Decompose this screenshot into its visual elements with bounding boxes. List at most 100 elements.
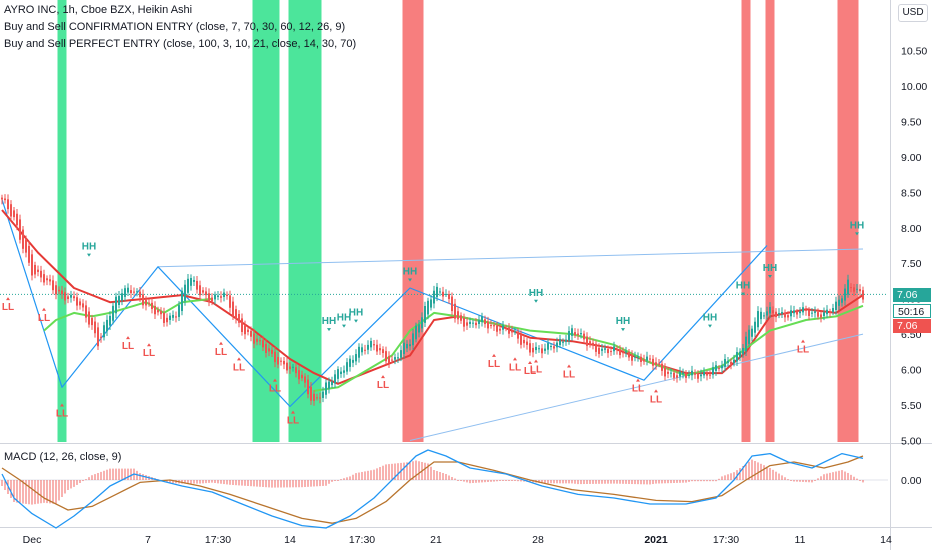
currency-button[interactable]: USD — [898, 4, 928, 22]
macd-histogram-bar — [463, 480, 465, 482]
macd-histogram-bar — [229, 480, 231, 485]
candle — [574, 328, 576, 339]
macd-histogram-bar — [295, 480, 297, 488]
candle — [106, 315, 108, 336]
candle — [445, 289, 447, 298]
candle — [505, 324, 507, 332]
sell-zone — [765, 0, 775, 442]
candle — [601, 343, 603, 356]
hh-marker: HH — [322, 316, 336, 332]
macd-histogram-bar — [142, 474, 144, 480]
candle — [19, 214, 21, 244]
candle — [370, 337, 372, 351]
candle — [667, 366, 669, 379]
macd-histogram-bar — [220, 480, 222, 484]
candle — [835, 296, 837, 315]
candle — [478, 315, 480, 329]
macd-histogram-bar — [409, 462, 411, 480]
candle — [841, 295, 843, 307]
svg-text:HH: HH — [337, 313, 351, 324]
candle — [292, 363, 294, 372]
svg-text:HH: HH — [82, 242, 96, 253]
macd-histogram-bar — [253, 480, 255, 487]
time-tick-label: 21 — [430, 534, 442, 546]
svg-text:HH: HH — [349, 308, 363, 319]
macd-histogram-bar — [757, 462, 759, 480]
macd-histogram-bar — [64, 480, 66, 494]
candle — [295, 362, 297, 378]
candle — [796, 308, 798, 319]
candle — [304, 373, 306, 388]
price-tick-label: 7.50 — [901, 258, 922, 270]
candle — [331, 376, 333, 389]
candle — [682, 368, 684, 379]
macd-histogram-bar — [139, 473, 141, 480]
candle — [256, 334, 258, 346]
candle — [241, 313, 243, 336]
candle — [319, 392, 321, 404]
macd-histogram-bar — [628, 480, 630, 484]
candle — [523, 335, 525, 348]
svg-text:HH: HH — [763, 263, 777, 274]
macd-histogram-bar — [247, 480, 249, 486]
candle — [430, 294, 432, 311]
candle — [7, 194, 9, 214]
macd-histogram-bar — [550, 480, 552, 484]
macd-histogram-bar — [460, 480, 462, 481]
candle — [226, 291, 228, 300]
candle — [499, 323, 501, 335]
candle — [217, 291, 219, 301]
macd-histogram-bar — [367, 470, 369, 480]
time-tick-label: 28 — [532, 534, 544, 546]
candle — [400, 345, 402, 362]
macd-histogram-bar — [760, 463, 762, 480]
macd-histogram-bar — [850, 474, 852, 480]
candle — [415, 322, 417, 343]
candle — [172, 310, 174, 321]
macd-histogram-bar — [856, 478, 858, 480]
candle — [283, 356, 285, 370]
macd-histogram-bar — [679, 480, 681, 483]
macd-histogram-bar — [673, 480, 675, 483]
price-tick-label: 10.00 — [901, 81, 927, 93]
svg-text:LL: LL — [287, 416, 299, 427]
macd-histogram-bar — [658, 480, 660, 484]
macd-histogram-bar — [745, 464, 747, 480]
macd-histogram-bar — [787, 479, 789, 481]
candle — [238, 310, 240, 328]
candle — [139, 286, 141, 302]
candle — [97, 322, 99, 350]
macd-histogram-bar — [73, 480, 75, 487]
candle — [394, 353, 396, 365]
macd-histogram-bar — [559, 480, 561, 484]
macd-histogram-bar — [286, 480, 288, 488]
macd-histogram-bar — [799, 480, 801, 482]
candle — [289, 362, 291, 374]
macd-histogram-bar — [235, 480, 237, 486]
candle — [655, 357, 657, 370]
macd-histogram-bar — [364, 471, 366, 480]
svg-text:LL: LL — [797, 345, 809, 356]
candle — [157, 306, 159, 316]
macd-histogram-bar — [481, 480, 483, 483]
candle — [406, 340, 408, 353]
macd-histogram-bar — [211, 480, 213, 483]
candle — [10, 200, 12, 222]
macd-histogram-bar — [430, 466, 432, 480]
macd-histogram-bar — [496, 480, 498, 482]
candle — [385, 346, 387, 365]
candle — [307, 374, 309, 399]
macd-histogram-bar — [52, 480, 54, 504]
macd-histogram-bar — [298, 480, 300, 488]
candle — [826, 305, 828, 319]
candle — [631, 350, 633, 366]
macd-histogram-bar — [676, 480, 678, 483]
macd-histogram-bar — [58, 480, 60, 501]
candle — [820, 310, 822, 323]
candle — [472, 319, 474, 328]
macd-histogram-bar — [40, 480, 42, 504]
macd-histogram-bar — [637, 480, 639, 485]
candle — [715, 360, 717, 376]
hh-marker: HH — [529, 288, 543, 303]
